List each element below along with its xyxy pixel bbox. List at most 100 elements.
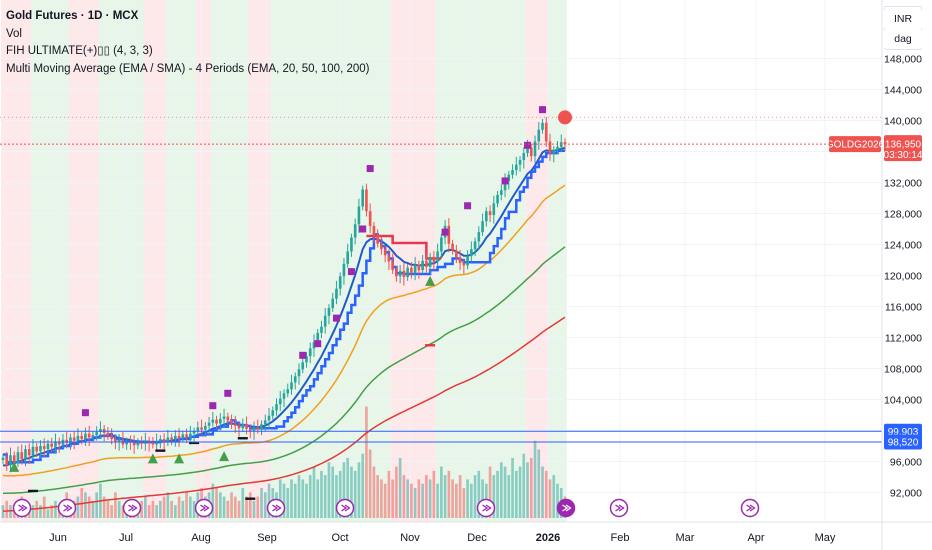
candle-body bbox=[50, 443, 54, 447]
candle-body bbox=[260, 424, 263, 430]
event-marker-8[interactable] bbox=[609, 498, 629, 518]
candle-body bbox=[402, 270, 406, 278]
volume-bar bbox=[185, 492, 188, 518]
volume-bar bbox=[147, 505, 151, 518]
volume-bar bbox=[278, 479, 282, 518]
candle-body bbox=[548, 141, 552, 154]
volume-bar bbox=[503, 466, 507, 518]
volume-bar bbox=[87, 496, 91, 518]
candle-body bbox=[151, 442, 155, 445]
candle-body bbox=[361, 189, 364, 207]
bullish-triangle bbox=[147, 453, 158, 464]
currency-selector[interactable]: INR bbox=[884, 10, 922, 28]
event-marker-6[interactable] bbox=[476, 498, 496, 518]
event-markers[interactable] bbox=[12, 498, 760, 518]
event-marker-1[interactable] bbox=[57, 498, 77, 518]
volume-bar bbox=[12, 509, 16, 518]
volume-bar bbox=[263, 492, 267, 518]
volume-bar bbox=[357, 462, 361, 518]
buy-signal-square bbox=[359, 225, 367, 233]
candle-body bbox=[327, 308, 331, 316]
volume-bar bbox=[372, 466, 376, 518]
candle-body bbox=[511, 170, 514, 175]
horizontal-lines[interactable] bbox=[0, 116, 882, 443]
volume-bar bbox=[402, 475, 406, 518]
volume-bar bbox=[256, 496, 260, 518]
event-marker-5[interactable] bbox=[335, 498, 355, 518]
legend-fih-indicator[interactable]: FIH ULTIMATE(+)▯▯ (4, 3, 3) bbox=[6, 45, 153, 57]
volume-bar bbox=[305, 483, 308, 518]
price-tick-label: 140,000 bbox=[884, 116, 922, 128]
candle-body bbox=[350, 237, 353, 252]
candle-body bbox=[432, 256, 436, 262]
volume-bar bbox=[192, 500, 196, 518]
candle-body bbox=[380, 243, 383, 250]
volume-bar bbox=[189, 496, 192, 518]
volume-bar bbox=[455, 483, 458, 518]
volume-bar bbox=[410, 483, 413, 518]
volume-bar bbox=[166, 492, 170, 518]
candle-body bbox=[323, 315, 327, 327]
volume-bar bbox=[338, 470, 342, 518]
volume-bar bbox=[380, 479, 383, 518]
price-tick-label: 132,000 bbox=[884, 178, 922, 190]
event-arrow-icon bbox=[128, 504, 138, 512]
last-price-tag-bg bbox=[884, 135, 922, 162]
volume-bar bbox=[95, 492, 98, 518]
ema-200-line bbox=[2, 316, 566, 512]
candle-body bbox=[57, 441, 61, 445]
candle-body bbox=[297, 369, 301, 377]
candle-body bbox=[507, 174, 511, 181]
candle-body bbox=[125, 441, 128, 445]
buy-signal-square bbox=[299, 351, 307, 359]
volume-bar bbox=[230, 492, 233, 518]
volume-bar bbox=[548, 479, 552, 518]
event-marker-2[interactable] bbox=[122, 498, 142, 518]
event-marker-4[interactable] bbox=[266, 498, 286, 518]
signal-dash bbox=[425, 344, 436, 347]
hline-price-tag-1: 98,520 bbox=[888, 437, 919, 448]
volume-bar bbox=[140, 500, 143, 518]
volume-bar bbox=[406, 479, 409, 518]
volume-bar bbox=[327, 462, 331, 518]
candle-body bbox=[496, 194, 499, 204]
candle-body bbox=[20, 452, 24, 460]
candle-body bbox=[301, 362, 305, 370]
event-marker-7[interactable] bbox=[556, 498, 576, 518]
candle-body bbox=[9, 455, 12, 466]
volume-bar bbox=[346, 458, 350, 518]
symbol-title[interactable]: Gold Futures · 1D · MCX bbox=[6, 10, 139, 22]
candle-body bbox=[46, 443, 50, 450]
buy-signal-square bbox=[224, 389, 232, 397]
volume-bar bbox=[526, 462, 529, 518]
price-tick-label: 116,000 bbox=[885, 302, 922, 314]
event-marker-9[interactable] bbox=[740, 498, 760, 518]
candle-body bbox=[218, 418, 222, 424]
session-band-7 bbox=[210, 0, 249, 522]
volume-bar bbox=[331, 466, 335, 518]
volume-bar bbox=[46, 509, 50, 518]
candle-body bbox=[114, 439, 117, 443]
volume-bar bbox=[361, 453, 364, 518]
volume-bar bbox=[114, 492, 117, 518]
event-arrow-icon bbox=[615, 504, 625, 512]
volume-bar bbox=[440, 466, 443, 518]
legend-multi-ma[interactable]: Multi Moving Average (EMA / SMA) - 4 Per… bbox=[6, 62, 370, 75]
legend-volume[interactable]: Vol bbox=[6, 27, 22, 40]
volume-bar bbox=[544, 470, 548, 518]
event-marker-3[interactable] bbox=[194, 498, 214, 518]
candle-body bbox=[458, 257, 462, 264]
volume-bar bbox=[170, 500, 173, 518]
candle-body bbox=[241, 424, 245, 429]
candle-body bbox=[481, 221, 484, 233]
event-marker-0[interactable] bbox=[12, 498, 32, 518]
bullish-triangle bbox=[219, 451, 230, 462]
unit-selector[interactable]: dag bbox=[884, 30, 922, 48]
candle-body bbox=[406, 267, 409, 278]
volume-bar bbox=[387, 470, 391, 518]
volume-bar bbox=[181, 500, 185, 518]
volume-bar bbox=[218, 492, 222, 518]
volume-bar bbox=[215, 488, 218, 518]
time-tick-label: Sep bbox=[257, 532, 277, 544]
